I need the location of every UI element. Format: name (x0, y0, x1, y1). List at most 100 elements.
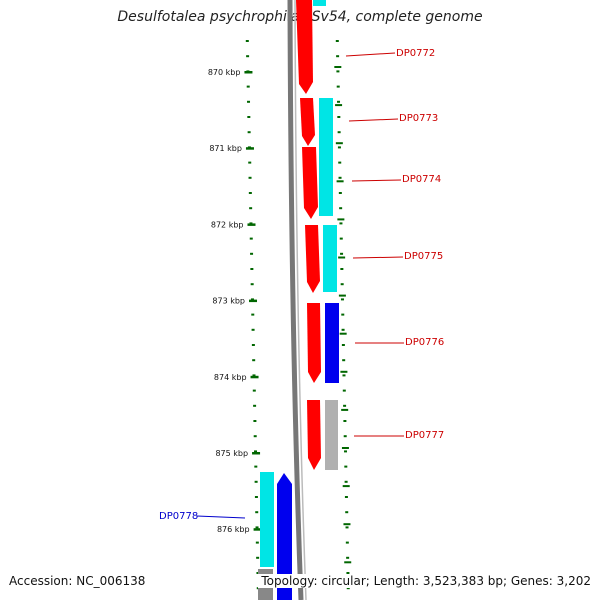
ruler-track-left (245, 40, 260, 590)
ruler-major-tick (244, 71, 253, 74)
ruler-minor-tick (248, 176, 252, 179)
ruler-track-right (334, 40, 352, 590)
ruler-mid-tick (334, 66, 342, 68)
ruler-minor-tick (340, 252, 344, 255)
ruler-minor-tick (256, 572, 260, 574)
ruler-minor-tick (250, 268, 254, 270)
ruler-mid-tick (340, 370, 348, 373)
genome-backbone (287, 0, 304, 600)
ruler-minor-tick (248, 192, 252, 194)
ruler-minor-tick (250, 283, 254, 286)
ruler-mid-tick (335, 104, 343, 107)
ruler-minor-tick (341, 313, 345, 316)
ruler-minor-tick (247, 100, 251, 103)
cds-arrow (277, 473, 292, 600)
ruler-tick-label: 872 kbp (211, 220, 244, 229)
gene-label-DP0778[interactable]: DP0778 (159, 511, 198, 522)
cds-arrow (296, 0, 313, 94)
cog-bar (260, 472, 274, 567)
gene-features (258, 0, 339, 600)
ruler-major-tick (249, 299, 258, 303)
ruler-minor-tick (344, 450, 348, 453)
ruler-mid-tick (342, 485, 350, 488)
gene-DP0772[interactable] (296, 0, 326, 94)
gene-label-DP0774[interactable]: DP0774 (402, 174, 441, 185)
ruler-minor-tick (339, 222, 343, 225)
cog-bar (323, 225, 337, 292)
gene-DP0773[interactable] (300, 98, 333, 216)
ruler-minor-tick (340, 268, 344, 270)
ruler-minor-tick (339, 237, 343, 240)
ruler-minor-tick (254, 496, 258, 498)
cog-bar (325, 400, 338, 470)
cog-bar (319, 98, 333, 216)
gene-DP0777[interactable] (307, 400, 338, 470)
ruler-minor-tick (254, 450, 258, 453)
ruler-minor-tick (344, 480, 348, 483)
ruler-mid-tick (341, 408, 349, 411)
ruler-minor-tick (249, 237, 253, 240)
cds-arrow (305, 225, 320, 293)
ruler-minor-tick (252, 374, 256, 377)
gene-DP0776[interactable] (307, 303, 339, 383)
ruler-major-tick (253, 528, 262, 531)
gene-DP0774[interactable] (302, 147, 318, 219)
gene-label-DP0775[interactable]: DP0775 (404, 251, 443, 262)
cog-bar (313, 0, 326, 6)
ruler-minor-tick (252, 359, 256, 362)
ruler-mid-tick (341, 447, 349, 449)
ruler-minor-tick (345, 541, 349, 544)
ruler-minor-tick (339, 207, 343, 210)
ruler-minor-tick (346, 556, 350, 559)
ruler-minor-tick (337, 100, 341, 103)
ruler-tick-label: 874 kbp (214, 373, 247, 382)
ruler-mid-tick (335, 142, 343, 145)
ruler-minor-tick (253, 435, 257, 438)
ruler-mid-tick (338, 294, 346, 297)
cds-arrow (307, 303, 321, 383)
gene-DP0778[interactable] (260, 472, 292, 600)
gene-label-leaders (196, 52, 404, 519)
ruler-minor-tick (251, 344, 255, 346)
ruler-major-tick (247, 223, 256, 226)
cds-arrow (307, 400, 321, 470)
cds-arrow (300, 98, 315, 146)
ruler-minor-tick (336, 70, 340, 73)
ruler-tick-label: 873 kbp (212, 297, 245, 306)
gene-label-DP0772[interactable]: DP0772 (396, 48, 435, 59)
ruler-minor-tick (344, 496, 348, 498)
ruler-minor-tick (246, 85, 250, 88)
ruler-minor-tick (250, 252, 254, 255)
ruler-minor-tick (340, 298, 344, 301)
ruler-minor-tick (342, 389, 346, 392)
ruler-major-ticks: 870 kbp 871 kbp 872 kbp 873 kbp 874 kbp 875 k… (208, 68, 262, 534)
cds-arrow (302, 147, 318, 219)
ruler-minor-tick (341, 344, 345, 346)
ruler-minor-tick (337, 131, 341, 134)
ruler-minor-tick (254, 465, 258, 468)
ruler-minor-tick (251, 328, 255, 331)
ruler-minor-tick (249, 207, 253, 210)
accession-label: Accession: NC_006138 (9, 574, 146, 588)
genome-summary: Topology: circular; Length: 3,523,383 bp… (258, 574, 591, 588)
gene-label-DP0776[interactable]: DP0776 (405, 337, 444, 348)
ruler-minor-tick (337, 146, 341, 149)
ruler-minor-tick (336, 55, 340, 58)
ruler-minor-tick (337, 116, 341, 118)
ruler-minor-tick (342, 359, 346, 362)
ruler-mid-tick (336, 180, 344, 183)
ruler-minor-tick (342, 374, 346, 377)
gene-DP0775[interactable] (305, 225, 337, 293)
ruler-minor-tick (340, 283, 344, 286)
ruler-minor-tick (343, 420, 347, 422)
ruler-minor-tick (246, 55, 250, 58)
ruler-tick-label: 875 kbp (215, 449, 248, 458)
ruler-minor-tick (341, 328, 345, 331)
ruler-minor-tick (254, 480, 258, 483)
ruler-minor-tick (252, 389, 256, 392)
ruler-mid-tick (343, 523, 351, 526)
gene-label-DP0777[interactable]: DP0777 (405, 430, 444, 441)
ruler-minor-tick (336, 85, 340, 88)
ruler-tick-label: 876 kbp (217, 525, 250, 534)
gene-label-DP0773[interactable]: DP0773 (399, 113, 438, 124)
